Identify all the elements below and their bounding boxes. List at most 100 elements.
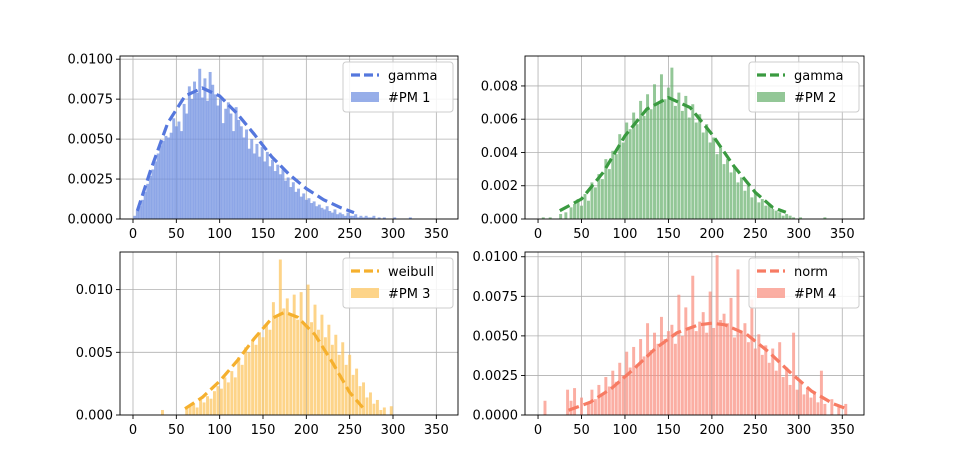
histogram-bar: [304, 199, 308, 219]
histogram-bar: [566, 389, 570, 415]
histogram-bar: [559, 214, 563, 219]
x-tick-label: 350: [830, 423, 855, 438]
legend-label-fit: weibull: [388, 265, 434, 280]
histogram-bar: [133, 215, 137, 219]
histogram-bar: [254, 344, 258, 415]
x-tick-label: 200: [699, 227, 724, 242]
histogram-bar: [310, 203, 314, 219]
fit-line-norm: [567, 321, 848, 412]
x-tick-label: 0: [534, 423, 542, 438]
histogram-bar: [799, 217, 803, 219]
histogram-bar: [263, 161, 267, 219]
histogram-bar: [760, 354, 764, 415]
histogram-bar: [278, 259, 282, 415]
histogram-bar: [348, 354, 352, 415]
histogram-bar: [250, 139, 254, 219]
histogram-bar: [180, 131, 184, 219]
histogram-bar: [673, 343, 677, 415]
histogram-bar: [799, 381, 803, 415]
histogram-bar: [195, 92, 199, 219]
histogram-bar: [691, 104, 695, 219]
histogram-bar: [330, 212, 334, 219]
histogram-bar: [757, 334, 761, 415]
histogram-bar: [336, 214, 340, 219]
histogram-bar: [792, 217, 796, 219]
histogram-bar: [764, 345, 768, 415]
histogram-bar: [284, 180, 288, 219]
histogram-bar: [303, 324, 307, 415]
histogram-bar: [206, 100, 210, 219]
histogram-bar: [830, 399, 834, 415]
histogram-bar: [209, 398, 213, 415]
histogram-bar: [726, 159, 730, 219]
histogram-bar: [597, 174, 601, 219]
histogram-bar: [823, 217, 827, 219]
histogram-bar: [844, 403, 848, 415]
histogram-bar: [389, 406, 393, 415]
axes-frame: [524, 251, 865, 416]
histogram-bar: [323, 209, 327, 219]
histogram-bar: [369, 217, 373, 219]
histogram-bar: [251, 339, 255, 415]
histogram-bar: [286, 177, 290, 219]
histogram-bar: [242, 137, 246, 219]
histogram-bar: [154, 161, 158, 219]
histogram-bar: [809, 397, 813, 415]
histogram-bar: [213, 94, 217, 219]
histogram-bar: [174, 126, 178, 219]
histogram-bar: [310, 322, 314, 415]
histogram-bar: [823, 403, 827, 415]
histogram-bar: [138, 206, 142, 219]
histogram-bar: [802, 394, 806, 415]
histogram-bar: [226, 382, 230, 415]
legend: gamma #PM 1: [342, 61, 454, 113]
histogram-bar: [193, 81, 197, 219]
histogram-bar: [750, 197, 754, 219]
legend-bar-swatch: [757, 92, 785, 102]
histogram-bar: [543, 400, 547, 415]
y-tick-label: 0.0025: [473, 369, 519, 384]
grid: [525, 252, 864, 416]
histogram-bar: [229, 113, 233, 219]
histogram-bar: [618, 134, 622, 219]
histogram-bar: [212, 391, 216, 415]
histogram-bar: [328, 211, 332, 219]
histogram-bar: [819, 370, 823, 415]
x-tick-label: 250: [337, 423, 362, 438]
histogram-bar: [261, 337, 265, 415]
histogram-bar: [151, 169, 155, 219]
histogram-bar: [219, 99, 223, 219]
histogram-bar: [687, 329, 691, 415]
histogram-bar: [580, 205, 583, 219]
histogram-bar: [746, 185, 750, 219]
histogram-bar: [778, 342, 782, 415]
histogram-bar: [701, 312, 705, 415]
histogram-bar: [646, 323, 650, 415]
histogram-bar: [273, 171, 277, 219]
histogram-bar: [148, 175, 152, 219]
legend-label-hist: #PM 4: [794, 287, 836, 302]
histogram-bar: [639, 100, 643, 219]
histogram-bar: [316, 329, 320, 415]
y-tick-label: 0.006: [481, 113, 518, 128]
histogram-bar: [753, 192, 757, 219]
histogram-bar: [237, 357, 241, 415]
x-tick-label: 150: [251, 423, 276, 438]
histogram-bar: [635, 364, 639, 415]
x-tick-label: 100: [207, 227, 232, 242]
histogram-bar: [275, 317, 279, 415]
histogram-bar: [788, 215, 792, 219]
histogram-bar: [258, 156, 262, 219]
histogram-bar: [313, 304, 317, 415]
histogram-bar: [659, 316, 663, 415]
subplot-bottom-left: 0 50 100 150 200 250 300 350 0.000 0.005 0.010 weib…: [76, 251, 459, 438]
histogram-bar: [192, 403, 196, 415]
x-tick-label: 250: [337, 227, 362, 242]
histogram-bar: [327, 324, 331, 415]
histogram-bar: [264, 324, 268, 415]
histogram-bar: [200, 97, 204, 219]
histogram-bar: [694, 122, 698, 219]
histogram-bar: [708, 291, 712, 415]
y-tick-label: 0.008: [481, 79, 518, 94]
histogram-bar: [694, 331, 698, 415]
